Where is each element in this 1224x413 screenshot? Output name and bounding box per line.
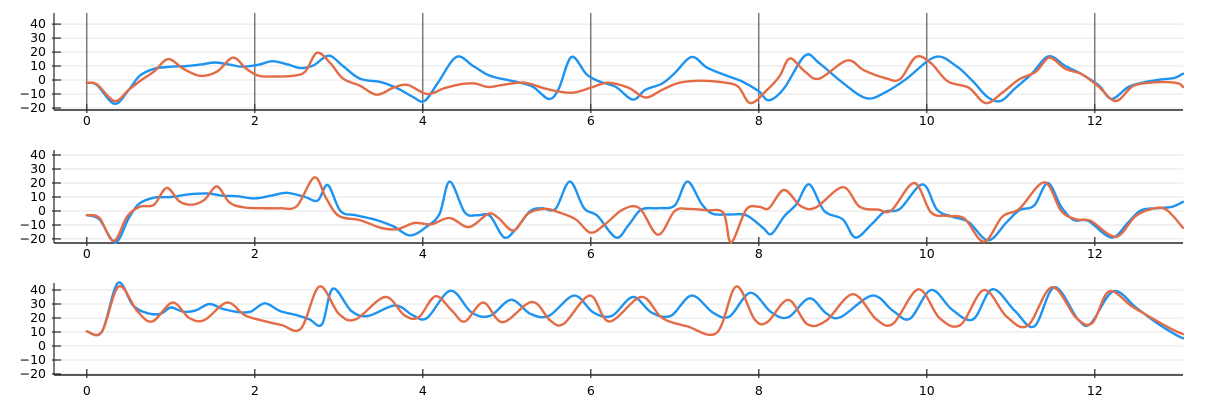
y-tick-label: 40 [30, 282, 46, 297]
y-tick-label: −10 [20, 86, 46, 101]
y-tick-label: −20 [20, 100, 46, 115]
y-tick-label: 20 [30, 175, 46, 190]
x-tick-label: 6 [587, 113, 595, 128]
y-tick-label: 40 [30, 147, 46, 162]
y-tick-label: 40 [30, 16, 46, 31]
x-tick-label: 4 [419, 113, 427, 128]
x-tick-label: 10 [919, 383, 935, 398]
y-tick-label: 20 [30, 310, 46, 325]
y-tick-label: −20 [20, 231, 46, 246]
x-tick-label: 12 [1087, 113, 1103, 128]
x-tick-label: 10 [919, 246, 935, 261]
x-tick-label: 6 [587, 383, 595, 398]
y-tick-label: 30 [30, 161, 46, 176]
y-tick-label: 0 [38, 203, 46, 218]
x-tick-label: 12 [1087, 246, 1103, 261]
series-2-line [85, 51, 1185, 105]
x-tick-label: 2 [251, 113, 259, 128]
x-tick-label: 0 [83, 113, 91, 128]
series-2-line [85, 176, 1185, 244]
y-tick-label: 10 [30, 58, 46, 73]
y-tick-label: 20 [30, 44, 46, 59]
series-1-line [85, 281, 1185, 340]
x-tick-label: 12 [1087, 383, 1103, 398]
y-tick-label: 0 [38, 338, 46, 353]
x-tick-label: 2 [251, 246, 259, 261]
series-group [85, 176, 1185, 244]
y-tick-label: 0 [38, 72, 46, 87]
series-group [85, 51, 1185, 105]
x-tick-label: 0 [83, 246, 91, 261]
x-tick-label: 8 [755, 246, 763, 261]
series-2-line [85, 285, 1185, 337]
y-tick-label: −10 [20, 217, 46, 232]
x-tick-label: 8 [755, 113, 763, 128]
y-tick-label: 10 [30, 324, 46, 339]
x-tick-label: 4 [419, 246, 427, 261]
x-tick-label: 4 [419, 383, 427, 398]
y-tick-label: −10 [20, 352, 46, 367]
x-tick-label: 0 [83, 383, 91, 398]
x-tick-label: 6 [587, 246, 595, 261]
series-1-line [85, 180, 1185, 244]
series-group [85, 281, 1185, 340]
x-tick-label: 2 [251, 383, 259, 398]
y-tick-label: 30 [30, 30, 46, 45]
y-tick-label: −20 [20, 366, 46, 381]
x-tick-label: 8 [755, 383, 763, 398]
y-tick-label: 10 [30, 189, 46, 204]
y-tick-label: 30 [30, 296, 46, 311]
x-tick-label: 10 [919, 113, 935, 128]
